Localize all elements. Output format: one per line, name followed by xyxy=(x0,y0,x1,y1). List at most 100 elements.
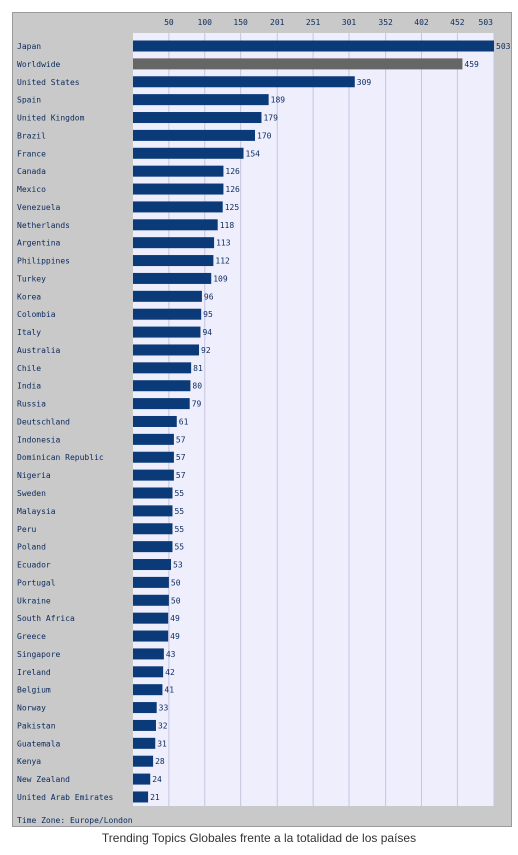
value-label: 309 xyxy=(357,78,372,87)
bar-portugal xyxy=(133,576,169,588)
category-label: Korea xyxy=(17,292,41,301)
figure-caption: Trending Topics Globales frente a la tot… xyxy=(101,831,417,845)
category-label: South Africa xyxy=(17,614,75,623)
value-label: 55 xyxy=(174,489,184,498)
value-label: 33 xyxy=(159,704,169,713)
x-tick-label: 201 xyxy=(270,18,285,27)
category-label: United Kingdom xyxy=(17,114,85,123)
bar-indonesia xyxy=(133,433,174,445)
category-label: Kenya xyxy=(17,757,41,766)
value-label: 41 xyxy=(164,686,174,695)
category-label: Belgium xyxy=(17,686,51,695)
x-tick-label: 402 xyxy=(414,18,429,27)
bar-south-africa xyxy=(133,612,169,624)
value-label: 53 xyxy=(173,561,183,570)
bar-kenya xyxy=(133,755,154,767)
value-labels: 503 459 309 189 179 170 154 126 126 125 118 113 112 1… xyxy=(150,42,511,802)
bar-singapore xyxy=(133,648,164,660)
value-label: 57 xyxy=(176,471,186,480)
category-label: Brazil xyxy=(17,131,46,140)
bar-peru xyxy=(133,523,173,535)
category-label: Pakistan xyxy=(17,721,56,730)
value-label: 24 xyxy=(152,775,162,784)
bar-ecuador xyxy=(133,559,172,571)
x-tick-label: 352 xyxy=(378,18,393,27)
value-label: 31 xyxy=(157,739,167,748)
category-label: India xyxy=(17,382,41,391)
bar-argentina xyxy=(133,237,215,249)
category-label: Nigeria xyxy=(17,471,51,480)
bar-chile xyxy=(133,362,192,374)
category-labels: Japan Worldwide United States Spain United K… xyxy=(17,42,114,802)
category-label: United Arab Emirates xyxy=(17,793,114,802)
category-label: Russia xyxy=(17,400,46,409)
value-label: 55 xyxy=(174,507,184,516)
bar-united-arab-emirates xyxy=(133,791,149,803)
bar-brazil xyxy=(133,129,256,141)
bar-nigeria xyxy=(133,469,174,481)
value-label: 43 xyxy=(166,650,176,659)
bar-turkey xyxy=(133,272,212,284)
category-label: United States xyxy=(17,78,80,87)
bars xyxy=(133,40,494,803)
category-label: France xyxy=(17,149,46,158)
category-label: Argentina xyxy=(17,239,61,248)
value-label: 32 xyxy=(158,721,168,730)
value-label: 55 xyxy=(174,525,184,534)
category-label: Indonesia xyxy=(17,435,61,444)
value-label: 113 xyxy=(216,239,231,248)
bar-sweden xyxy=(133,487,173,499)
value-label: 55 xyxy=(174,543,184,552)
bar-malaysia xyxy=(133,505,173,517)
value-label: 112 xyxy=(215,257,230,266)
value-label: 154 xyxy=(246,149,261,158)
bar-colombia xyxy=(133,308,202,320)
bar-india xyxy=(133,380,191,392)
category-label: Malaysia xyxy=(17,507,56,516)
bar-australia xyxy=(133,344,200,356)
category-label: Worldwide xyxy=(17,60,61,69)
category-label: Sweden xyxy=(17,489,46,498)
bar-netherlands xyxy=(133,219,218,231)
value-label: 179 xyxy=(263,114,278,123)
bar-greece xyxy=(133,630,169,642)
category-label: Ukraine xyxy=(17,596,51,605)
value-label: 95 xyxy=(203,310,213,319)
bar-spain xyxy=(133,94,269,106)
bar-guatemala xyxy=(133,737,156,749)
value-label: 81 xyxy=(193,364,203,373)
bar-japan xyxy=(133,40,494,52)
bar-united-states xyxy=(133,76,355,88)
value-label: 57 xyxy=(176,435,186,444)
bar-poland xyxy=(133,541,173,553)
category-label: Colombia xyxy=(17,310,56,319)
timezone-footer: Time Zone: Europe/London xyxy=(17,816,133,825)
value-label: 42 xyxy=(165,668,175,677)
bar-pakistan xyxy=(133,719,156,731)
category-label: Norway xyxy=(17,704,46,713)
value-label: 49 xyxy=(170,614,180,623)
category-label: Canada xyxy=(17,167,46,176)
category-label: Turkey xyxy=(17,274,46,283)
category-label: Guatemala xyxy=(17,739,61,748)
value-label: 94 xyxy=(202,328,212,337)
bar-united-kingdom xyxy=(133,112,262,124)
x-tick-labels: 50 100 150 201 251 301 352 402 452 503 xyxy=(164,18,493,27)
category-label: Portugal xyxy=(17,578,56,587)
bar-canada xyxy=(133,165,224,177)
x-tick-label: 100 xyxy=(198,18,213,27)
x-tick-label: 150 xyxy=(233,18,248,27)
value-label: 80 xyxy=(192,382,202,391)
category-label: Deutschland xyxy=(17,417,70,426)
value-label: 92 xyxy=(201,346,211,355)
bar-new-zealand xyxy=(133,773,151,785)
value-label: 28 xyxy=(155,757,165,766)
value-label: 61 xyxy=(179,417,189,426)
value-label: 96 xyxy=(204,292,214,301)
category-label: Greece xyxy=(17,632,46,641)
value-label: 118 xyxy=(220,221,235,230)
category-label: Ireland xyxy=(17,668,51,677)
value-label: 170 xyxy=(257,131,272,140)
category-label: Spain xyxy=(17,96,41,105)
